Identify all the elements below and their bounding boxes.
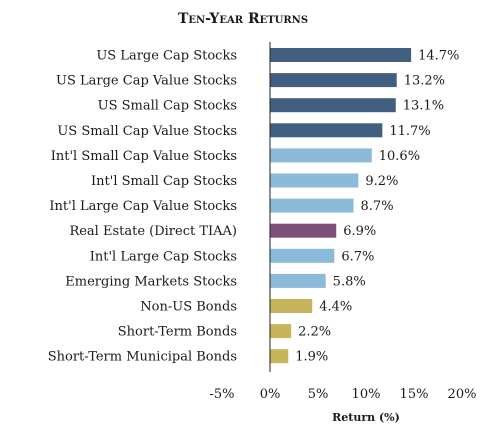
value-label-10: 4.4% [319,300,352,315]
bar-0 [270,48,412,62]
category-label-10: Non-US Bonds [140,300,237,315]
bar-11 [270,324,292,339]
bar-2 [270,98,396,113]
bar-10 [270,299,313,313]
bar-8 [270,248,335,263]
bar-5 [270,173,359,188]
category-label-7: Real Estate (Direct TIAA) [69,224,237,239]
bar-6 [270,198,354,213]
category-label-0: US Large Cap Stocks [96,49,237,64]
x-tick-label-0: -5% [209,387,234,402]
bar-12 [270,349,289,364]
x-tick-label-2: 5% [308,387,329,402]
value-label-3: 11.7% [389,124,430,139]
category-label-8: Int'l Large Cap Stocks [90,249,237,264]
category-label-9: Emerging Markets Stocks [65,274,237,289]
bars-layer [270,48,412,364]
value-label-1: 13.2% [404,74,445,89]
x-tick-label-4: 15% [400,387,429,402]
x-tick-label-5: 20% [448,387,477,402]
value-label-7: 6.9% [343,224,376,239]
value-label-6: 8.7% [361,199,394,214]
category-label-4: Int'l Small Cap Value Stocks [51,149,237,164]
x-tick-label-1: 0% [260,387,281,402]
value-label-2: 13.1% [403,99,444,114]
x-tick-label-3: 10% [352,387,381,402]
value-label-4: 10.6% [379,149,420,164]
value-label-0: 14.7% [418,49,459,64]
x-tick-labels: -5% 0% 5% 10% 15% 20% [209,387,476,402]
category-labels: US Large Cap Stocks US Large Cap Value St… [48,49,237,365]
category-label-6: Int'l Large Cap Value Stocks [49,199,237,214]
value-label-12: 1.9% [295,350,328,365]
value-label-5: 9.2% [365,174,398,189]
category-label-3: US Small Cap Value Stocks [57,124,237,139]
category-label-11: Short-Term Bonds [118,325,237,340]
bar-3 [270,123,383,138]
chart-title: Ten-Year Returns [178,11,308,27]
bar-4 [270,148,372,163]
value-label-9: 5.8% [333,274,366,289]
value-label-11: 2.2% [298,325,331,340]
bar-1 [270,73,397,88]
value-label-8: 6.7% [341,249,374,264]
x-axis-title: Return (%) [332,411,400,424]
category-label-12: Short-Term Municipal Bonds [48,350,237,365]
category-label-1: US Large Cap Value Stocks [56,74,237,89]
category-label-5: Int'l Small Cap Stocks [91,174,237,189]
bar-7 [270,223,337,238]
value-labels: 14.7% 13.2% 13.1% 11.7% 10.6% 9.2% 8.7% 6.9% 6.7… [295,49,459,365]
category-label-2: US Small Cap Stocks [98,99,237,114]
bar-9 [270,273,326,288]
